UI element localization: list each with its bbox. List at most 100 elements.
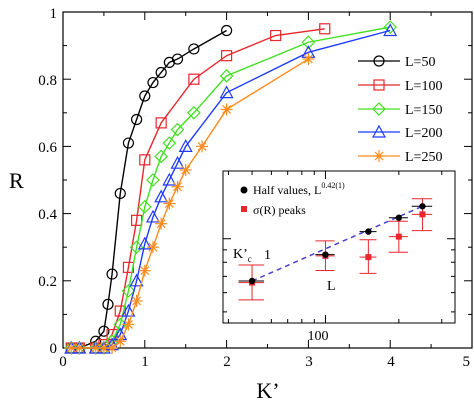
data-point-diamond	[219, 68, 234, 83]
series-l-50	[65, 24, 233, 354]
x-tick-5: 5	[463, 354, 471, 370]
data-point-star	[220, 103, 233, 116]
data-point-diamond	[162, 136, 177, 150]
inset-half-value-point	[359, 228, 377, 235]
inset-legend: Half values, L0.42(1) σ(R) peaks	[240, 181, 345, 217]
inset-marker-square	[365, 254, 372, 261]
inset-half-value-point	[411, 203, 433, 210]
series-line	[71, 29, 227, 349]
inset-x-axis-label: L	[327, 279, 336, 294]
main-series-group	[64, 20, 398, 355]
inset-sigma-point	[388, 220, 408, 253]
data-point-diamond	[187, 105, 201, 120]
inset-half-value-point	[388, 214, 408, 221]
y-tick-4: 0.8	[38, 73, 57, 89]
legend-entry-l100: L=100	[358, 79, 442, 94]
star-stroke	[140, 266, 150, 276]
star-stroke	[66, 343, 76, 353]
data-point-circle	[114, 187, 126, 200]
data-point-triangle	[145, 209, 160, 223]
series-l-250	[65, 53, 315, 354]
data-point-star	[302, 53, 315, 66]
data-point-triangle	[383, 23, 398, 37]
data-point-triangle	[154, 189, 169, 203]
inset-marker-square	[419, 211, 426, 218]
data-point-diamond	[146, 173, 160, 187]
data-point-square	[139, 154, 151, 166]
star-stroke	[173, 182, 182, 192]
legend-label-l200: L=200	[405, 126, 442, 141]
data-point-circle	[131, 113, 143, 126]
inset-legend-marker-square	[241, 206, 247, 212]
data-point-triangle	[219, 85, 234, 99]
star-stroke	[132, 296, 142, 306]
legend-entry-l50: L=50	[358, 55, 435, 70]
data-point-square	[221, 50, 233, 62]
star-stroke	[197, 141, 207, 151]
x-tick-1: 1	[141, 354, 149, 370]
y-tick-2: 0.4	[38, 207, 57, 223]
data-point-diamond	[121, 284, 136, 298]
y-tick-3: 0.6	[38, 140, 57, 156]
inset-ytick-1: 1	[264, 248, 271, 263]
data-point-star	[65, 342, 78, 354]
legend-marker-circle	[373, 55, 385, 67]
data-point-triangle	[121, 303, 136, 317]
data-point-triangle	[129, 273, 144, 287]
legend-label-l150: L=150	[405, 103, 442, 118]
data-point-star	[122, 318, 135, 331]
legend-marker-square	[373, 79, 385, 91]
main-legend: L=50 L=100 L=150 L=200 L=250	[358, 55, 442, 165]
star-stroke	[74, 343, 84, 353]
star-stroke	[99, 343, 109, 353]
inset-marker-circle	[248, 277, 256, 285]
data-point-circle	[98, 325, 110, 337]
data-point-circle	[221, 24, 233, 37]
legend-entry-l250: L=250	[358, 150, 442, 165]
inset-sigma-point	[359, 239, 377, 274]
x-axis-label: K’	[256, 378, 279, 403]
data-point-triangle	[170, 155, 185, 169]
y-tick-0: 0	[50, 341, 58, 357]
data-point-diamond	[137, 200, 152, 214]
star-stroke	[124, 320, 133, 329]
y-axis-label: R	[9, 168, 24, 193]
data-point-square	[319, 23, 331, 35]
inset-chart: Half values, L0.42(1) σ(R) peaks K’c 1 L…	[222, 170, 456, 344]
x-tick-2: 2	[223, 354, 231, 370]
data-point-star	[196, 140, 209, 153]
star-stroke	[115, 336, 125, 346]
data-point-square	[188, 73, 200, 85]
data-point-star	[155, 217, 168, 230]
data-point-triangle	[137, 236, 152, 250]
star-stroke	[91, 343, 101, 353]
legend-marker-star	[373, 150, 385, 162]
data-point-star	[163, 197, 176, 210]
inset-legend-label-sigma-peaks: σ(R) peaks	[253, 203, 306, 217]
inset-axis-ticks	[223, 171, 455, 323]
data-point-circle	[147, 76, 159, 89]
legend-marker-triangle	[371, 124, 387, 138]
legend-marker-diamond	[372, 102, 386, 116]
inset-marker-square	[395, 233, 402, 240]
inset-half-value-point	[238, 277, 265, 285]
inset-marks-group	[238, 198, 433, 301]
data-point-square	[155, 117, 167, 129]
star-stroke	[164, 199, 174, 208]
data-point-triangle	[178, 139, 193, 152]
y-tick-1: 0.2	[38, 274, 57, 290]
inset-y-axis-label: K’c	[233, 247, 252, 264]
data-point-star	[179, 163, 192, 176]
inset-marker-circle	[419, 203, 426, 210]
inset-fit-line	[251, 205, 423, 282]
inset-marker-circle	[395, 214, 403, 221]
inset-xtick-100: 100	[308, 329, 329, 344]
star-stroke	[222, 105, 232, 114]
data-point-circle	[188, 43, 200, 55]
y-tick-5: 1	[50, 6, 58, 22]
legend-entry-l150: L=150	[358, 102, 442, 118]
inset-legend-label-half-values: Half values, L0.42(1)	[253, 181, 345, 197]
inset-legend-marker-circle	[240, 186, 248, 194]
data-point-circle	[122, 137, 135, 149]
